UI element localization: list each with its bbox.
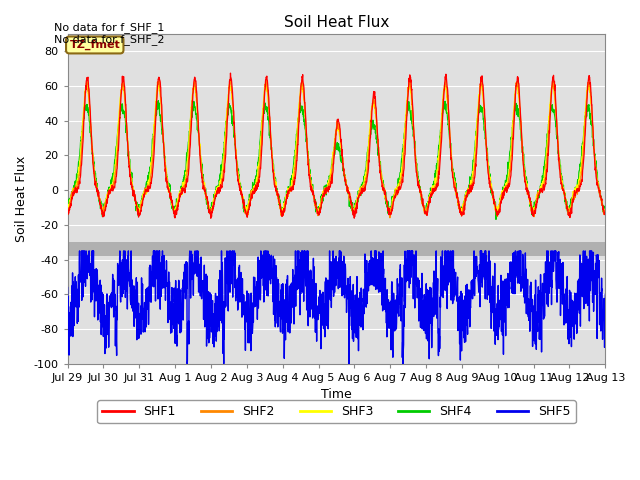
Text: TZ_fmet: TZ_fmet xyxy=(69,40,120,50)
Bar xyxy=(68,242,605,256)
Y-axis label: Soil Heat Flux: Soil Heat Flux xyxy=(15,156,28,242)
Title: Soil Heat Flux: Soil Heat Flux xyxy=(284,15,389,30)
Text: No data for f_SHF_1: No data for f_SHF_1 xyxy=(54,22,164,33)
Legend: SHF1, SHF2, SHF3, SHF4, SHF5: SHF1, SHF2, SHF3, SHF4, SHF5 xyxy=(97,400,575,423)
Text: No data for f_SHF_2: No data for f_SHF_2 xyxy=(54,34,165,45)
X-axis label: Time: Time xyxy=(321,388,352,401)
